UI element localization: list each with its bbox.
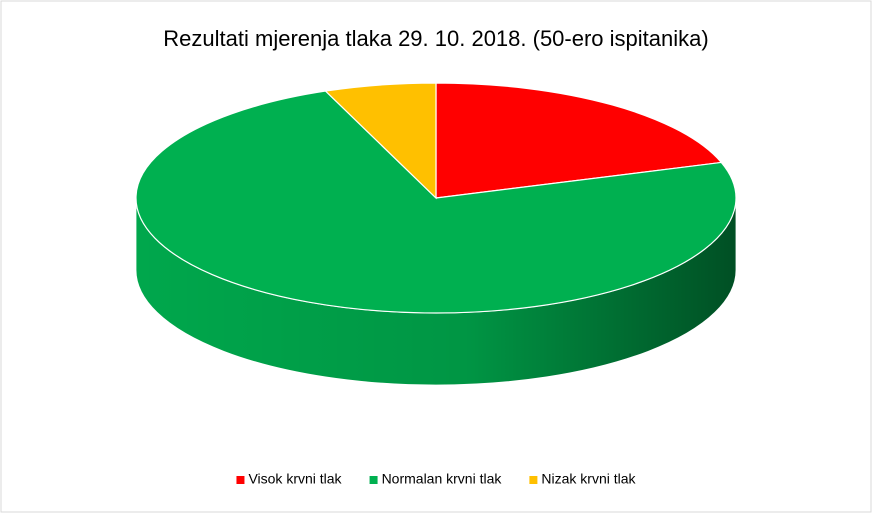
pie-slice bbox=[324, 82, 437, 200]
legend-swatch bbox=[236, 476, 245, 484]
legend-swatch bbox=[529, 476, 538, 484]
legend-swatch bbox=[369, 476, 378, 484]
legend-label: Visok krvni tlak bbox=[248, 471, 342, 487]
legend-label: Normalan krvni tlak bbox=[382, 471, 503, 487]
pie-slice bbox=[435, 82, 723, 199]
pie-slice bbox=[135, 90, 737, 314]
chart-title: Rezultati mjerenja tlaka 29. 10. 2018. (… bbox=[163, 26, 708, 51]
legend-label: Nizak krvni tlak bbox=[541, 471, 636, 487]
